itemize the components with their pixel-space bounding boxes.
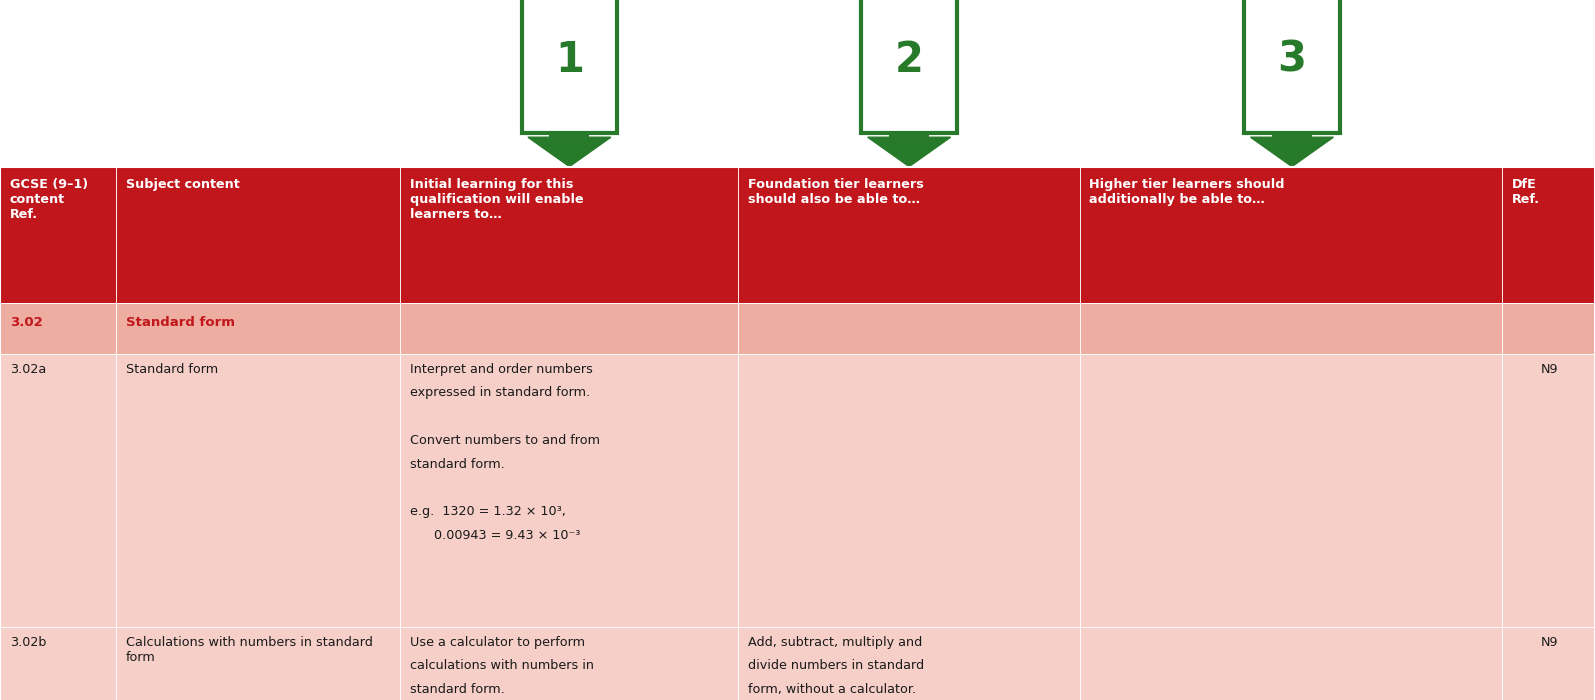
Bar — [0, 167, 116, 303]
Text: Calculations with numbers in standard
form: Calculations with numbers in standard fo… — [126, 636, 373, 664]
Text: Standard form: Standard form — [126, 316, 234, 329]
Text: Higher tier learners should
additionally be able to…: Higher tier learners should additionally… — [1089, 178, 1286, 206]
Text: standard form.: standard form. — [410, 458, 504, 471]
Text: calculations with numbers in: calculations with numbers in — [410, 659, 593, 673]
Bar — [400, 354, 738, 626]
Bar — [0, 303, 116, 354]
Bar — [116, 167, 400, 303]
Bar — [400, 626, 738, 700]
Bar — [738, 626, 1080, 700]
Bar — [549, 133, 590, 137]
Text: 3.02: 3.02 — [10, 316, 43, 329]
Bar — [1080, 626, 1502, 700]
Text: standard form.: standard form. — [410, 683, 504, 696]
Text: 2: 2 — [895, 38, 924, 80]
Text: 3.02b: 3.02b — [10, 636, 46, 649]
Bar — [116, 354, 400, 626]
Text: e.g.  1320 = 1.32 × 10³,: e.g. 1320 = 1.32 × 10³, — [410, 505, 566, 519]
Text: 3.02a: 3.02a — [10, 363, 46, 376]
Bar — [1502, 303, 1595, 354]
Bar — [400, 303, 738, 354]
Polygon shape — [528, 137, 611, 167]
Text: Add, subtract, multiply and: Add, subtract, multiply and — [748, 636, 922, 649]
Bar — [1502, 167, 1595, 303]
Text: N9: N9 — [1541, 636, 1558, 649]
Bar — [1502, 354, 1595, 626]
Polygon shape — [868, 137, 951, 167]
Bar — [738, 354, 1080, 626]
Bar — [0, 626, 116, 700]
Bar — [400, 167, 738, 303]
Text: Standard form: Standard form — [126, 363, 219, 376]
Text: Foundation tier learners
should also be able to…: Foundation tier learners should also be … — [748, 178, 924, 206]
Bar — [0, 354, 116, 626]
Text: 3: 3 — [1278, 38, 1306, 80]
Bar — [1502, 626, 1595, 700]
Text: Initial learning for this
qualification will enable
learners to…: Initial learning for this qualification … — [410, 178, 584, 220]
Text: 0.00943 = 9.43 × 10⁻³: 0.00943 = 9.43 × 10⁻³ — [410, 529, 581, 542]
Text: 1: 1 — [555, 38, 584, 80]
Bar — [522, 0, 617, 133]
Bar — [1244, 0, 1340, 133]
Text: Use a calculator to perform: Use a calculator to perform — [410, 636, 585, 649]
Text: Subject content: Subject content — [126, 178, 239, 191]
Text: form, without a calculator.: form, without a calculator. — [748, 683, 916, 696]
Bar — [1080, 167, 1502, 303]
Bar — [116, 303, 400, 354]
Polygon shape — [1250, 137, 1333, 167]
Text: GCSE (9–1)
content
Ref.: GCSE (9–1) content Ref. — [10, 178, 88, 220]
Bar — [890, 133, 928, 137]
Text: Convert numbers to and from: Convert numbers to and from — [410, 434, 600, 447]
Bar — [861, 0, 957, 133]
Bar — [738, 303, 1080, 354]
Text: Interpret and order numbers: Interpret and order numbers — [410, 363, 593, 376]
Text: expressed in standard form.: expressed in standard form. — [410, 386, 590, 400]
Bar — [116, 626, 400, 700]
Bar — [1080, 303, 1502, 354]
Text: N9: N9 — [1541, 363, 1558, 376]
Bar — [1080, 354, 1502, 626]
Bar — [738, 167, 1080, 303]
Text: DfE
Ref.: DfE Ref. — [1512, 178, 1541, 206]
Text: divide numbers in standard: divide numbers in standard — [748, 659, 924, 673]
Bar — [1273, 133, 1313, 137]
